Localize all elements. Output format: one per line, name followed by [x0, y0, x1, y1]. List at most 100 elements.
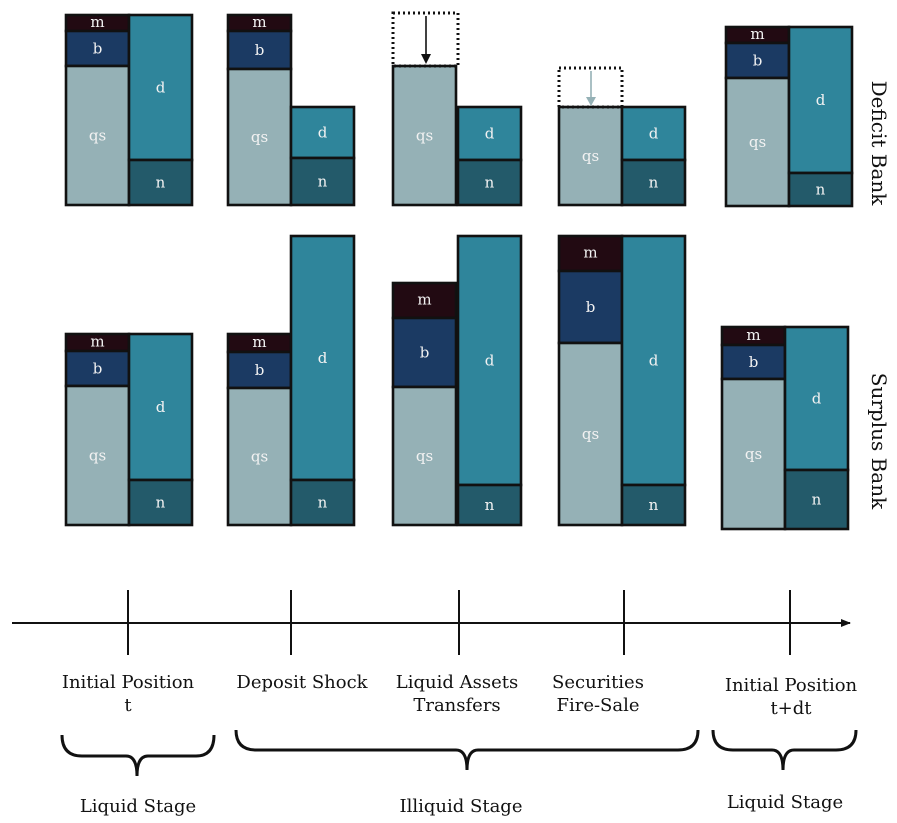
segment-label-m: m	[417, 291, 431, 309]
segment-d	[620, 105, 687, 162]
segment-label-m: m	[252, 13, 266, 31]
segment-label-n: n	[649, 496, 659, 514]
segment-label-n: n	[318, 173, 328, 191]
segment-label-d: d	[812, 390, 822, 408]
segment-label-d: d	[816, 91, 826, 109]
segment-d	[289, 105, 356, 160]
segment-n	[456, 483, 523, 527]
segment-label-qs: qs	[416, 447, 433, 465]
segment-b	[391, 316, 458, 389]
stage-sublabel: Fire-Sale	[556, 695, 639, 716]
segment-label-n: n	[485, 174, 495, 192]
stage-label: Initial Position	[725, 675, 858, 696]
segment-qs	[226, 386, 293, 527]
segment-label-b: b	[753, 52, 763, 70]
segment-label-m: m	[90, 333, 104, 351]
segment-d	[783, 325, 850, 472]
segment-d	[620, 234, 687, 487]
removed-assets-outline-stage3	[391, 11, 460, 68]
segment-label-d: d	[318, 349, 328, 367]
segment-label-d: d	[485, 125, 495, 143]
brace-icon	[60, 734, 216, 777]
segment-n	[787, 171, 854, 208]
segment-m	[391, 281, 458, 320]
segment-label-qs: qs	[416, 127, 433, 145]
segment-label-qs: qs	[89, 447, 106, 465]
timeline: Initial Position t Deposit Shock Liquid …	[12, 590, 858, 719]
segment-qs	[226, 67, 293, 207]
segment-n	[127, 478, 194, 527]
segment-qs	[557, 105, 624, 207]
segment-label-qs: qs	[749, 133, 766, 151]
segment-label-n: n	[485, 496, 495, 514]
segment-label-d: d	[318, 124, 328, 142]
segment-label-m: m	[583, 244, 597, 262]
segment-label-d: d	[649, 125, 659, 143]
segment-b	[226, 350, 293, 390]
phase-label: Liquid Stage	[80, 796, 196, 817]
removed-assets-outline-stage4	[557, 66, 624, 109]
stage-sublabel: t+dt	[770, 698, 812, 719]
segment-label-b: b	[586, 298, 596, 316]
segment-d	[787, 25, 854, 175]
segment-label-n: n	[812, 491, 822, 509]
segment-n	[127, 158, 194, 207]
segment-label-qs: qs	[251, 448, 268, 466]
segment-label-qs: qs	[582, 147, 599, 165]
segment-label-d: d	[156, 398, 166, 416]
segment-label-b: b	[255, 41, 265, 59]
segment-label-n: n	[816, 181, 826, 199]
stage-label: Securities	[552, 672, 644, 693]
segment-label-n: n	[156, 174, 166, 192]
segment-label-qs: qs	[745, 445, 762, 463]
segment-label-n: n	[318, 494, 328, 512]
segment-label-m: m	[252, 333, 266, 351]
segment-n	[289, 478, 356, 527]
segment-label-b: b	[93, 40, 103, 58]
stage-sublabel: Transfers	[413, 695, 500, 716]
segment-label-b: b	[420, 344, 430, 362]
segment-d	[127, 13, 194, 162]
asset-reduction-markers	[391, 11, 624, 109]
stage-label: Liquid Assets	[396, 672, 518, 693]
segment-d	[456, 105, 523, 162]
segment-b	[226, 29, 293, 71]
segment-qs	[724, 76, 791, 208]
segment-label-n: n	[649, 174, 659, 192]
brace-icon	[711, 729, 858, 771]
segment-d	[456, 234, 523, 487]
segment-label-m: m	[750, 25, 764, 43]
down-arrowhead-icon	[586, 97, 596, 106]
segment-label-qs: qs	[89, 127, 106, 145]
segment-b	[64, 29, 131, 68]
stage-label: Deposit Shock	[236, 672, 368, 693]
deficit-bank-label: Deficit Bank	[867, 81, 891, 207]
stage-label: Initial Position	[62, 672, 195, 693]
phase-label: Illiquid Stage	[400, 796, 523, 817]
phase-braces	[60, 729, 858, 777]
segment-qs	[64, 64, 131, 207]
brace-icon	[234, 729, 700, 771]
segment-label-b: b	[93, 360, 103, 378]
segment-n	[620, 483, 687, 527]
stage-sublabel: t	[124, 695, 132, 716]
segment-label-b: b	[749, 353, 759, 371]
segment-label-qs: qs	[582, 425, 599, 443]
segment-n	[783, 468, 850, 531]
segment-label-n: n	[156, 494, 166, 512]
segment-n	[620, 158, 687, 207]
down-arrowhead-icon	[421, 54, 431, 64]
segment-label-b: b	[255, 361, 265, 379]
segment-qs	[720, 377, 787, 531]
segment-n	[289, 156, 356, 207]
segment-label-d: d	[649, 352, 659, 370]
segment-label-qs: qs	[251, 128, 268, 146]
segment-b	[557, 269, 624, 345]
segment-label-m: m	[90, 13, 104, 31]
segment-label-d: d	[156, 79, 166, 97]
surplus-bank-label: Surplus Bank	[867, 373, 891, 510]
segment-qs	[391, 385, 458, 527]
phase-label: Liquid Stage	[727, 792, 843, 813]
